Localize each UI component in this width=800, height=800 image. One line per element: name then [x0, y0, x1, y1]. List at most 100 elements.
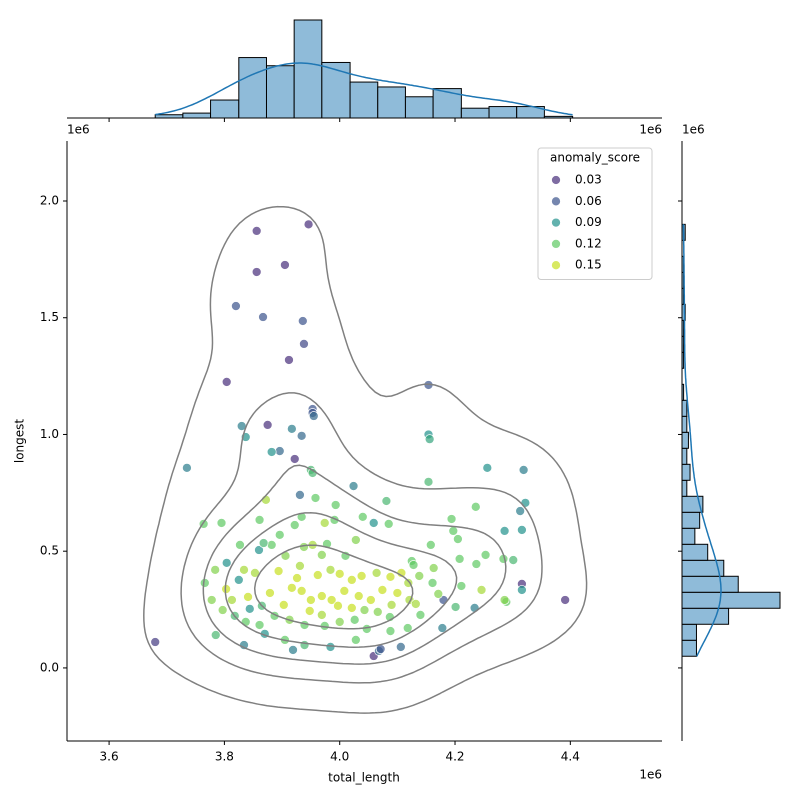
histogram-bar: [238, 57, 267, 119]
scatter-point: [227, 595, 237, 605]
scatter-point: [508, 555, 519, 565]
scatter-point: [299, 542, 309, 552]
scatter-point: [292, 573, 302, 583]
kde-contour: [180, 392, 543, 684]
histogram-bar: [681, 623, 697, 641]
legend-marker: [551, 260, 561, 271]
y-tick-label: 0.0: [40, 660, 59, 674]
histogram-bar: [293, 19, 323, 119]
scatter-point: [266, 447, 277, 457]
scatter-point: [410, 599, 421, 609]
histogram-bar: [681, 351, 685, 369]
scatter-point: [303, 219, 314, 230]
offset-label: 1e6: [639, 123, 662, 137]
histogram-bar: [432, 88, 462, 119]
legend-marker: [551, 196, 561, 207]
kde-contour: [224, 511, 458, 648]
histogram-bar: [681, 639, 697, 657]
scatter-point: [312, 570, 323, 580]
scatter-point: [287, 424, 297, 434]
scatter-point: [295, 490, 305, 500]
scatter-point: [235, 540, 245, 550]
histogram-bar: [681, 399, 688, 417]
histogram-bar: [681, 319, 685, 337]
histogram-bar: [377, 86, 406, 119]
scatter-point: [349, 614, 360, 625]
scatter-point: [310, 493, 321, 503]
y-axis-label: longest: [13, 419, 27, 464]
scatter-point: [330, 500, 341, 510]
histogram-bar: [681, 335, 685, 353]
legend-marker: [551, 217, 561, 228]
scatter-point: [150, 637, 161, 647]
histogram-bar: [543, 115, 574, 119]
legend-label: 0.15: [575, 258, 602, 272]
histogram-bar: [154, 114, 184, 119]
histogram-bar: [681, 495, 704, 513]
kde-contour: [143, 205, 588, 714]
scatter-point: [499, 526, 510, 536]
scatter-point: [359, 605, 370, 615]
scatter-point: [325, 565, 336, 575]
scatter-point: [289, 520, 300, 530]
scatter-point: [299, 640, 310, 650]
scatter-point: [280, 260, 290, 270]
scatter-point: [456, 581, 467, 591]
scatter-point: [372, 607, 383, 617]
scatter-point: [453, 534, 463, 544]
legend-marker: [551, 175, 561, 185]
x-tick-label: 3.8: [215, 750, 234, 764]
scatter-point: [221, 377, 232, 387]
x-tick-label: 3.6: [100, 750, 119, 764]
scatter-point: [433, 589, 444, 599]
scatter-point: [288, 645, 298, 655]
scatter-point: [304, 606, 315, 616]
scatter-point: [346, 575, 357, 585]
scatter-point: [560, 595, 570, 605]
scatter-point: [339, 586, 350, 596]
histogram-bar: [681, 543, 709, 561]
scatter-point: [448, 526, 459, 536]
offset-label: 1e6: [67, 123, 90, 137]
histogram-bar: [349, 81, 379, 119]
histogram-bar: [681, 431, 689, 449]
x-tick-label: 4.0: [330, 750, 349, 764]
x-axis-label: total_length: [328, 771, 400, 785]
scatter-point: [469, 603, 480, 613]
scatter-point: [517, 525, 527, 535]
scatter-point: [428, 563, 439, 573]
kde-contour: [253, 544, 414, 630]
scatter-point: [244, 604, 255, 614]
scatter-point: [239, 565, 249, 575]
scatter-point: [408, 560, 419, 570]
scatter-point: [333, 600, 343, 611]
scatter-point: [289, 454, 300, 464]
scatter-point: [319, 518, 330, 528]
scatter-point: [353, 591, 364, 601]
scatter-point: [520, 498, 531, 508]
scatter-point: [361, 624, 372, 634]
legend-label: 0.03: [575, 173, 602, 187]
x-tick-label: 4.4: [561, 750, 580, 764]
histogram-bar: [404, 96, 434, 119]
scatter-point: [258, 538, 269, 548]
scatter-point: [334, 617, 345, 627]
scatter-point: [351, 535, 361, 545]
legend-title: anomaly_score: [550, 151, 640, 165]
scatter-point: [182, 462, 192, 473]
histogram-bar: [681, 591, 781, 609]
scatter-point: [334, 568, 345, 579]
scatter-point: [371, 568, 382, 578]
scatter-point: [427, 578, 438, 588]
scatter-point: [243, 592, 253, 602]
scatter-point: [326, 595, 337, 605]
histogram-bar: [210, 99, 240, 119]
scatter-point: [278, 600, 289, 610]
histogram-bar: [321, 61, 351, 119]
scatter-point: [316, 550, 327, 560]
scatter-point: [295, 561, 305, 571]
scatter-point: [274, 530, 285, 540]
scatter-point: [402, 623, 413, 633]
scatter-point: [357, 512, 368, 522]
scatter-point: [348, 481, 359, 491]
